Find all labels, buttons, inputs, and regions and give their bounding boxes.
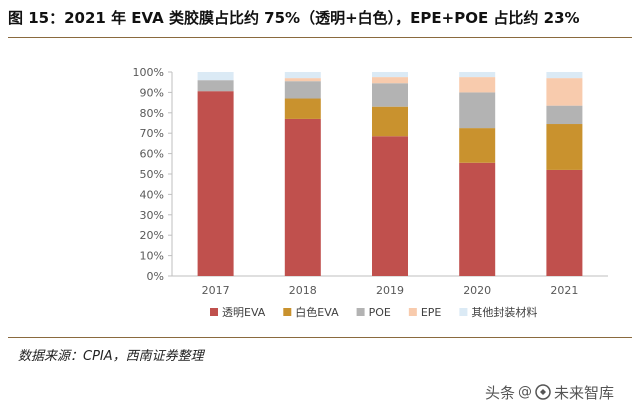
x-tick-label: 2021: [550, 284, 578, 297]
bar-segment: [459, 77, 496, 93]
y-tick-label: 20%: [140, 229, 164, 242]
source-divider: [8, 337, 632, 338]
y-tick-label: 80%: [140, 107, 164, 120]
legend-label: POE: [369, 306, 391, 319]
legend-label: 透明EVA: [222, 306, 266, 319]
bar-segment: [459, 128, 496, 163]
bar-segment: [546, 72, 583, 79]
y-tick-label: 70%: [140, 127, 164, 140]
bar-segment: [372, 136, 408, 276]
y-tick-label: 10%: [140, 250, 164, 263]
bar-segment: [284, 72, 321, 79]
bar-segment: [197, 91, 234, 276]
bar-segment: [284, 98, 321, 119]
legend-swatch: [356, 308, 365, 316]
x-tick-label: 2019: [376, 284, 404, 297]
bar-segment: [284, 118, 321, 276]
y-tick-label: 50%: [140, 168, 164, 181]
watermark-at: @: [517, 384, 532, 400]
y-tick-label: 100%: [133, 66, 164, 79]
legend-label: EPE: [421, 306, 442, 319]
source-note: 数据来源：CPIA，西南证券整理: [18, 349, 204, 364]
legend-swatch: [408, 308, 417, 316]
legend-swatch: [459, 308, 468, 316]
bar-segment: [546, 105, 583, 125]
bar-segment: [546, 78, 583, 106]
y-tick-label: 60%: [140, 148, 164, 161]
bar-segment: [372, 77, 408, 84]
legend-swatch: [210, 308, 218, 316]
x-tick-label: 2017: [202, 284, 230, 297]
y-tick-label: 40%: [140, 188, 164, 201]
bar-segment: [372, 83, 408, 107]
stacked-bar-chart: 0% 10% 20% 30% 40% 50% 60% 70% 80% 90% 100% 2017 201…: [133, 66, 608, 319]
watermark: 头条 @ 未来智库: [485, 381, 614, 403]
bar-segment: [459, 162, 496, 276]
bar-segment: [284, 78, 321, 82]
brand-logo-icon: [535, 384, 551, 400]
title-divider: [8, 37, 632, 38]
bar-segment: [372, 106, 408, 137]
y-tick-label: 30%: [140, 209, 164, 222]
bar-segment: [284, 81, 321, 99]
bar-segment: [546, 124, 583, 170]
watermark-platform: 头条: [484, 383, 515, 402]
legend-label: 白色EVA: [295, 305, 339, 319]
bar-segment: [197, 80, 234, 92]
figure-title: 图 15：2021 年 EVA 类胶膜占比约 75%（透明+白色），EPE+PO…: [8, 9, 580, 27]
x-tick-label: 2018: [289, 284, 317, 297]
legend-swatch: [283, 308, 292, 316]
chart-area: 0% 10% 20% 30% 40% 50% 60% 70% 80% 90% 100% 2017 201…: [0, 40, 640, 335]
bar-segment: [197, 72, 234, 81]
y-tick-label: 90%: [140, 86, 164, 99]
legend-label: 其他封装材料: [471, 305, 537, 319]
watermark-account: 未来智库: [553, 383, 614, 402]
bar-segment: [372, 72, 408, 78]
y-tick-label: 0%: [147, 270, 164, 283]
x-tick-label: 2020: [463, 284, 491, 297]
bar-segment: [459, 72, 496, 78]
bar-segment: [459, 92, 496, 129]
bar-segment: [546, 169, 583, 276]
